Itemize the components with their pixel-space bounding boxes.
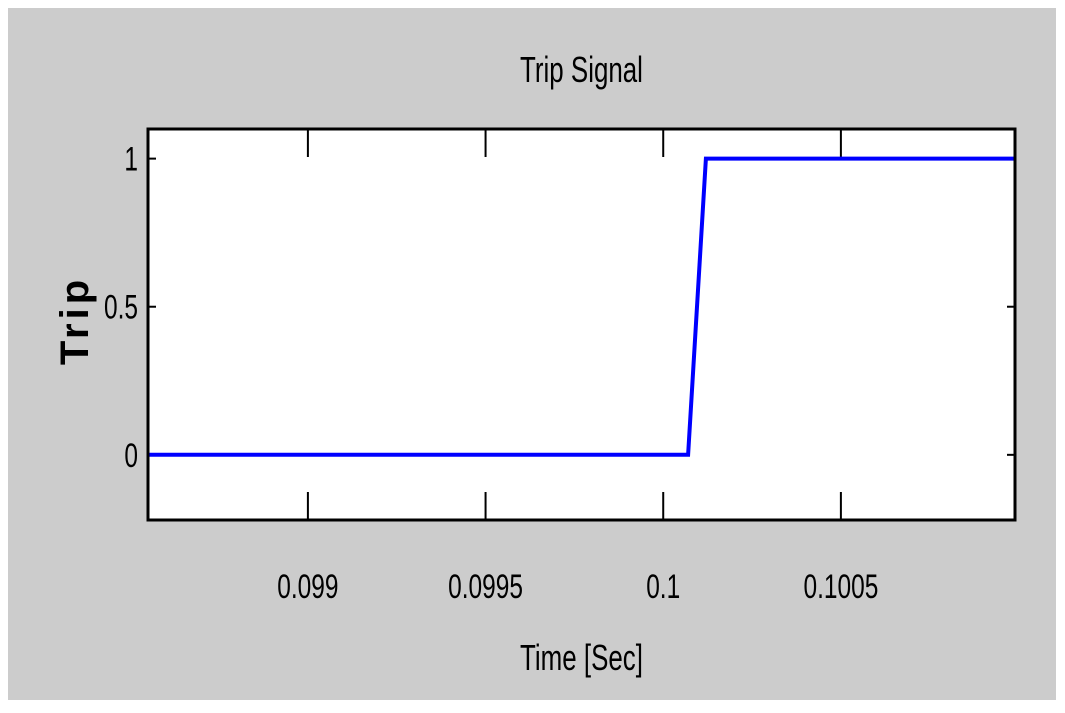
x-tick-label: 0.1005 (803, 568, 878, 606)
y-tick-label: 1 (124, 141, 138, 179)
tick-labels: 0.099 0.0995 0.1 0.1005 0 0.5 1 (104, 141, 878, 606)
series-layer (148, 156, 1015, 457)
x-axis-label: Time [Sec] (520, 638, 643, 678)
y-axis-label: Trip (53, 276, 97, 365)
y-tick-label: 0 (124, 437, 138, 475)
axes-area (148, 129, 1015, 520)
trip-series-line (148, 156, 1015, 457)
trip-signal-chart: 0.099 0.0995 0.1 0.1005 0 0.5 1 Trip Signal Ti… (53, 50, 1017, 678)
axes-frame (146, 127, 1017, 522)
x-tick-label: 0.1 (646, 568, 680, 606)
x-tick-label: 0.0995 (448, 568, 523, 606)
y-tick-label: 0.5 (104, 289, 138, 327)
chart-title: Trip Signal (520, 50, 643, 90)
x-tick-label: 0.099 (277, 568, 338, 606)
figure-background: 0.099 0.0995 0.1 0.1005 0 0.5 1 Trip Signal Ti… (8, 8, 1056, 700)
